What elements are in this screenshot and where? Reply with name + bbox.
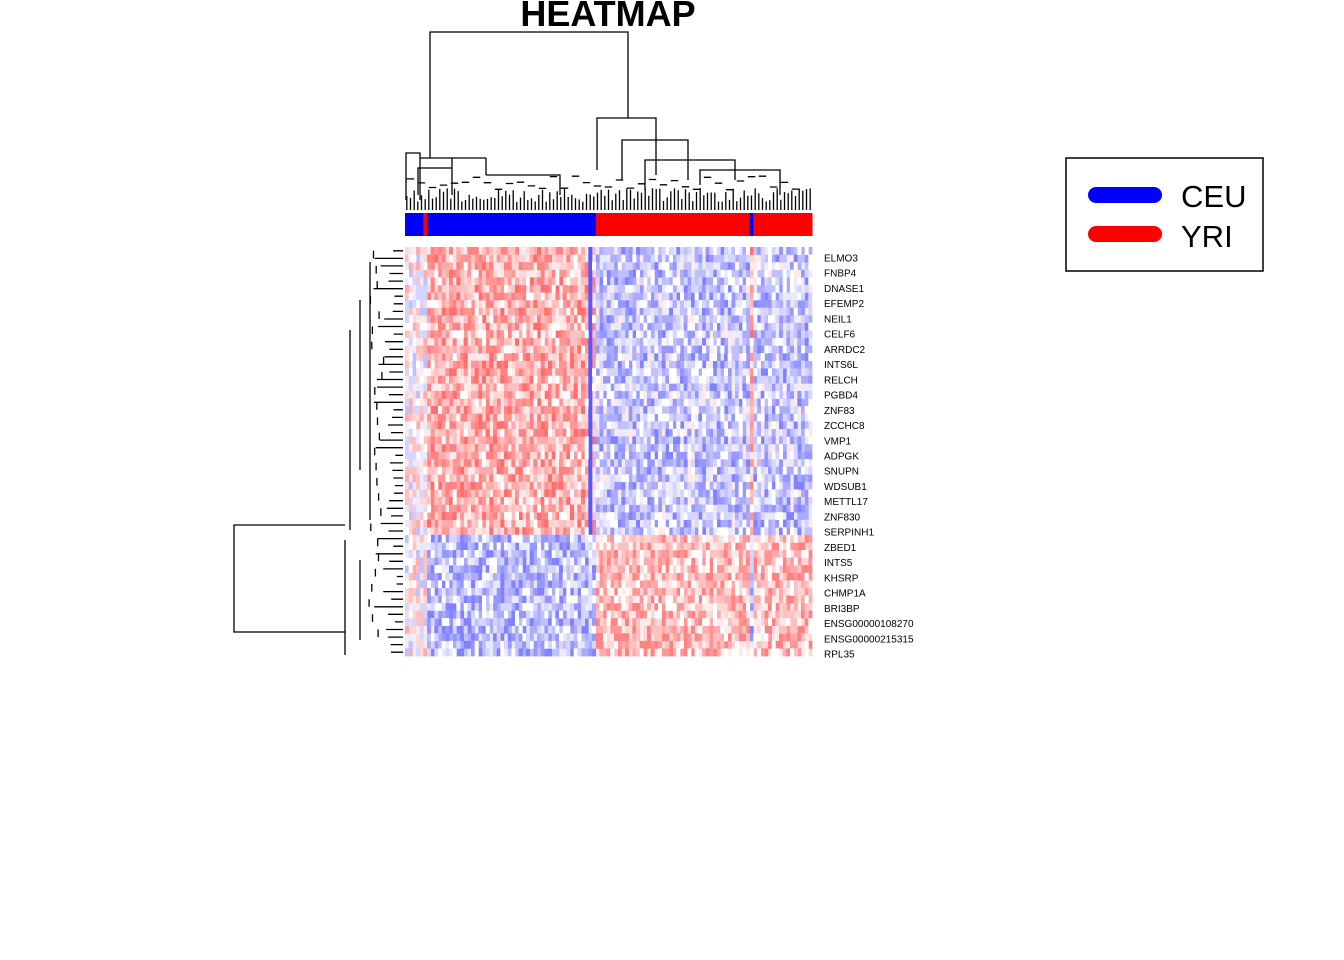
column-group-bar: [405, 213, 813, 236]
row-label: ZCCHC8: [824, 421, 865, 432]
heatmap-cell-group: [405, 247, 813, 657]
legend-label-yri: YRI: [1181, 219, 1233, 254]
column-dendrogram: [405, 31, 811, 210]
row-label: ADPGK: [824, 452, 859, 463]
row-label: KHSRP: [824, 573, 859, 584]
row-label: RELCH: [824, 375, 858, 386]
group-segment-yri: [423, 213, 428, 236]
heatmap-cell-group: [405, 247, 813, 657]
row-label: ZBED1: [824, 543, 857, 554]
heatmap-cell-group: [588, 247, 593, 536]
row-label: ARRDC2: [824, 345, 866, 356]
heatmap-cell-group: [405, 247, 813, 657]
heatmap-cell-group: [427, 247, 813, 657]
heatmap-cell-group: [405, 247, 813, 657]
group-segment-yri: [595, 213, 751, 236]
row-dendrogram: [233, 250, 403, 655]
legend-label-ceu: CEU: [1181, 179, 1246, 214]
row-label: ZNF830: [824, 512, 861, 523]
column-dendrogram-lines: [405, 31, 811, 210]
row-label: NEIL1: [824, 314, 852, 325]
row-dendrogram-lines: [233, 250, 403, 655]
row-label: CELF6: [824, 330, 856, 341]
row-label: DNASE1: [824, 284, 864, 295]
row-label: SERPINH1: [824, 528, 874, 539]
legend-box: [1065, 157, 1264, 272]
row-label: CHMP1A: [824, 589, 866, 600]
row-label: ZNF83: [824, 406, 855, 417]
chart-title: HEATMAP: [520, 0, 695, 34]
row-label: ELMO3: [824, 254, 858, 265]
row-label: ENSG00000215315: [824, 634, 914, 645]
row-label: INTS6L: [824, 360, 858, 371]
row-label: METTL17: [824, 497, 868, 508]
row-label: RPL35: [824, 650, 855, 661]
row-label: SNUPN: [824, 467, 859, 478]
row-label: WDSUB1: [824, 482, 867, 493]
row-label: INTS5: [824, 558, 853, 569]
row-label: VMP1: [824, 436, 852, 447]
row-label: BRI3BP: [824, 604, 860, 615]
group-segment-ceu: [749, 213, 754, 236]
row-label: ENSG00000108270: [824, 619, 914, 630]
group-segment-yri: [753, 213, 813, 236]
group-segment-ceu: [427, 213, 597, 236]
row-labels: ELMO3 FNBP4 DNASE1 EFEMP2 NEIL1 CELF6 ARRDC2 IN…: [824, 254, 914, 661]
heatmap-cells: [405, 247, 813, 657]
heatmap-cell-group: [405, 247, 813, 657]
heatmap-cell-group: [427, 247, 813, 657]
group-segment-ceu: [405, 213, 424, 236]
legend: CEU YRI: [1065, 157, 1264, 272]
row-label: FNBP4: [824, 269, 857, 280]
heatmap-cell-group: [405, 247, 813, 657]
row-label: PGBD4: [824, 391, 858, 402]
heatmap-cell-group: [427, 247, 813, 657]
row-label: EFEMP2: [824, 299, 864, 310]
